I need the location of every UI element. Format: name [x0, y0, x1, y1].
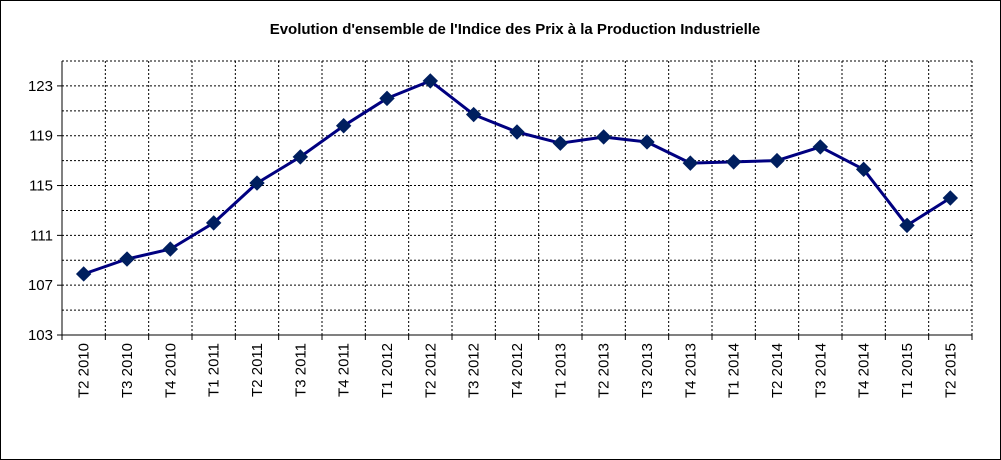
chart-title: Evolution d'ensemble de l'Indice des Pri…	[270, 21, 761, 38]
data-point-marker	[335, 118, 352, 134]
data-point-marker	[855, 161, 872, 178]
x-tick-label: T1 2012	[379, 343, 396, 398]
data-point-marker	[75, 266, 92, 282]
x-tick-label: T4 2012	[509, 343, 526, 398]
grid	[62, 60, 973, 335]
x-tick-label: T4 2013	[682, 343, 699, 398]
data-point-marker	[422, 73, 439, 89]
x-tick-label: T1 2013	[552, 343, 569, 398]
y-tick-label: 119	[29, 128, 53, 145]
y-tick-label: 103	[28, 327, 53, 344]
data-point-marker	[465, 106, 482, 123]
series	[75, 73, 959, 282]
x-tick-label: T3 2010	[119, 343, 136, 398]
x-tick-label: T2 2015	[942, 343, 959, 398]
y-tick-label: 115	[29, 178, 53, 195]
data-point-marker	[639, 134, 655, 150]
data-point-marker	[812, 139, 829, 155]
data-point-marker	[595, 129, 612, 145]
y-tick-label: 111	[30, 227, 53, 244]
data-point-marker	[249, 175, 265, 191]
data-point-marker	[379, 90, 395, 107]
x-tick-label: T3 2012	[466, 343, 483, 398]
data-point-marker	[899, 217, 915, 234]
x-tick-label: T1 2014	[726, 343, 743, 398]
series-line	[83, 79, 952, 276]
y-tick-label: 107	[28, 277, 53, 294]
x-tick-label: T2 2011	[249, 343, 266, 397]
x-tick-label: T4 2010	[162, 343, 179, 398]
x-tick-label: T1 2015	[899, 343, 916, 398]
data-point-marker	[205, 215, 222, 231]
y-axis-ticks: 103 107 111 115 119 123	[28, 78, 62, 344]
x-tick-label: T4 2011	[336, 343, 353, 397]
data-point-marker	[769, 152, 785, 169]
data-point-marker	[682, 155, 699, 171]
data-point-marker	[509, 124, 525, 140]
data-point-marker	[725, 154, 742, 170]
data-point-marker	[292, 149, 309, 165]
x-axis-ticks: T2 2010 T3 2010 T4 2010 T1 2011 T2 2011 T3 20…	[61, 335, 973, 398]
y-tick-label: 123	[28, 78, 53, 95]
x-tick-label: T2 2010	[76, 343, 93, 398]
x-tick-label: T1 2011	[206, 343, 223, 397]
x-tick-label: T4 2014	[856, 343, 873, 398]
x-tick-label: T2 2014	[769, 343, 786, 398]
x-tick-label: T2 2013	[596, 343, 613, 398]
x-tick-label: T3 2011	[292, 343, 309, 397]
x-tick-label: T2 2012	[422, 343, 439, 398]
data-point-marker	[119, 251, 135, 267]
axes	[61, 61, 972, 336]
data-point-marker	[162, 241, 179, 257]
data-point-marker	[942, 190, 959, 206]
data-point-marker	[552, 135, 569, 151]
x-tick-label: T3 2014	[812, 343, 829, 398]
x-tick-label: T3 2013	[639, 343, 656, 398]
